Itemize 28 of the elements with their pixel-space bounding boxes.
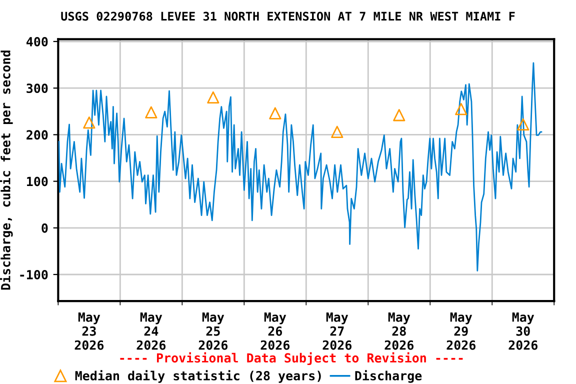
x-tick-label: May 23 2026 bbox=[74, 312, 104, 350]
chart-title: USGS 02290768 LEVEE 31 NORTH EXTENSION AT 7 MILE NR WEST MIAMI F bbox=[61, 12, 515, 21]
legend-label: Discharge bbox=[355, 370, 422, 383]
point bbox=[393, 109, 406, 122]
y-tick-label: 300 bbox=[26, 84, 48, 94]
legend-label: Median daily statistic (28 years) bbox=[75, 370, 321, 383]
x-tick-label: May 25 2026 bbox=[198, 312, 228, 350]
text: ---- Provisional Data Subject to Revision ---- bbox=[120, 352, 463, 366]
point bbox=[331, 126, 344, 138]
point bbox=[207, 91, 220, 104]
point bbox=[145, 106, 158, 118]
x-tick-label: May 27 2026 bbox=[322, 312, 352, 350]
x-tick-label: May 24 2026 bbox=[136, 312, 166, 350]
y-tick-label: 0 bbox=[42, 223, 48, 233]
x-tick-label: May 26 2026 bbox=[260, 312, 290, 350]
y-tick-label: 100 bbox=[27, 176, 48, 186]
point bbox=[517, 118, 530, 131]
x-tick-label: May 30 2026 bbox=[508, 312, 538, 350]
line-series bbox=[58, 62, 542, 272]
point bbox=[455, 102, 468, 116]
point bbox=[269, 107, 282, 120]
point bbox=[83, 116, 96, 129]
y-tick-label: -100 bbox=[20, 270, 48, 280]
y-tick-label: 200 bbox=[26, 130, 48, 140]
y-axis-title: Discharge, cubic feet per second bbox=[0, 50, 13, 290]
x-tick-label: May 29 2026 bbox=[446, 312, 476, 350]
y-tick-label: 400 bbox=[26, 36, 48, 46]
x-tick-label: May 28 2026 bbox=[384, 312, 414, 350]
